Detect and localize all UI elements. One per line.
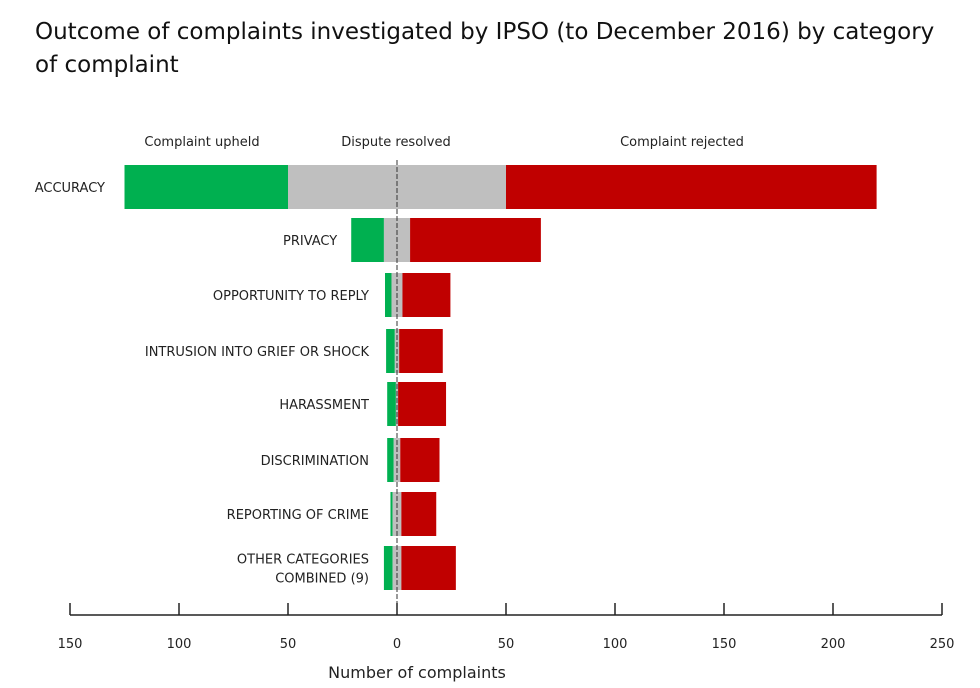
category-label: DISCRIMINATION: [261, 454, 369, 469]
bar-rejected: [400, 438, 440, 482]
bar-upheld: [124, 165, 288, 209]
category-label: INTRUSION INTO GRIEF OR SHOCK: [145, 345, 370, 360]
category-label: OTHER CATEGORIES: [237, 553, 369, 568]
legend-label: Dispute resolved: [341, 135, 450, 150]
bar-rejected: [401, 546, 456, 590]
bar-resolved: [393, 438, 401, 482]
x-tick-label: 0: [393, 637, 401, 652]
category-label: OPPORTUNITY TO REPLY: [213, 289, 369, 304]
bar-upheld: [383, 546, 393, 590]
x-axis-title: Number of complaints: [328, 663, 506, 682]
x-tick-label: 200: [821, 637, 846, 652]
bar-upheld: [386, 329, 395, 373]
x-tick-label: 100: [167, 637, 192, 652]
bar-resolved: [288, 165, 506, 209]
category-label: COMBINED (9): [275, 572, 369, 587]
bar-rejected: [399, 329, 443, 373]
legend-label: Complaint rejected: [620, 135, 744, 150]
category-label: REPORTING OF CRIME: [227, 508, 369, 523]
category-label: PRIVACY: [283, 234, 337, 249]
category-label: ACCURACY: [35, 181, 105, 196]
bar-rejected: [410, 218, 541, 262]
bar-upheld: [387, 438, 394, 482]
x-tick-label: 100: [603, 637, 628, 652]
bar-rejected: [398, 382, 447, 426]
x-tick-label: 250: [930, 637, 955, 652]
bar-resolved: [395, 382, 399, 426]
bar-rejected: [401, 492, 437, 536]
bar-upheld: [387, 382, 396, 426]
x-tick-label: 50: [280, 637, 297, 652]
x-tick-label: 150: [58, 637, 83, 652]
category-label: HARASSMENT: [279, 398, 369, 413]
bar-upheld: [390, 492, 393, 536]
bar-upheld: [385, 273, 392, 317]
bar-upheld: [351, 218, 384, 262]
bar-rejected: [402, 273, 451, 317]
x-tick-label: 150: [712, 637, 737, 652]
legend-label: Complaint upheld: [144, 135, 259, 150]
chart-title: Outcome of complaints investigated by IP…: [35, 19, 935, 78]
x-tick-label: 50: [498, 637, 515, 652]
bar-rejected: [506, 165, 877, 209]
